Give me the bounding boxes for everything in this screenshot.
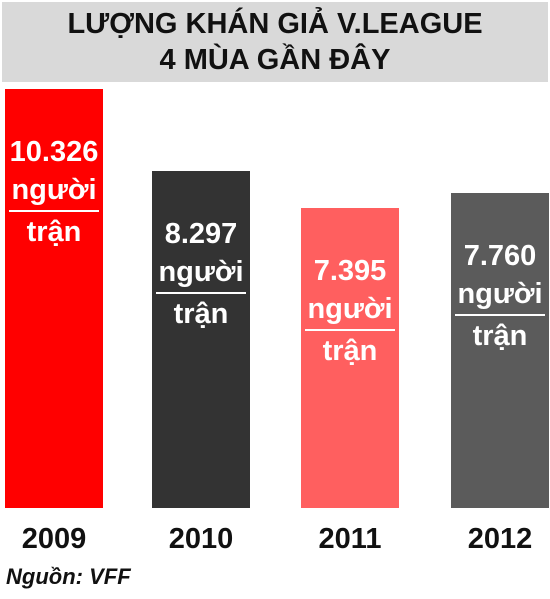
- bar-unit-bottom-label: trận: [27, 216, 82, 248]
- bar: [5, 89, 103, 508]
- x-tick-label: 2010: [169, 523, 234, 555]
- bar-group: 7.760 người trận: [451, 193, 549, 508]
- bar-unit-top-label: người: [307, 293, 392, 325]
- bar-unit-top-label: người: [158, 256, 243, 288]
- x-tick-label: 2012: [468, 523, 533, 555]
- bar-unit-top-label: người: [11, 174, 96, 206]
- bar-value-label: 7.395: [314, 255, 387, 287]
- chart-title-box: LƯỢNG KHÁN GIẢ V.LEAGUE 4 MÙA GẦN ĐÂY: [2, 2, 548, 82]
- bar-unit-bottom-label: trận: [323, 335, 378, 367]
- bar-group: 7.395 người trận: [301, 208, 399, 508]
- bar: [451, 193, 549, 508]
- bar: [152, 171, 250, 508]
- bar-unit-top-label: người: [457, 278, 542, 310]
- bar-group: 8.297 người trận: [152, 171, 250, 508]
- chart-title-line-2: 4 MÙA GẦN ĐÂY: [159, 44, 391, 76]
- bar-group: 10.326 người trận: [5, 89, 103, 508]
- chart-title-line-1: LƯỢNG KHÁN GIẢ V.LEAGUE: [67, 8, 483, 40]
- bar-unit-bottom-label: trận: [473, 320, 528, 352]
- source-note: Nguồn: VFF: [6, 564, 131, 589]
- bar-value-label: 10.326: [10, 136, 99, 168]
- bar-unit-bottom-label: trận: [174, 298, 229, 330]
- bar-value-label: 8.297: [165, 218, 238, 250]
- x-tick-label: 2011: [319, 523, 382, 555]
- x-tick-label: 2009: [22, 523, 87, 555]
- bar: [301, 208, 399, 508]
- bar-chart: 10.326 người trận 2009 8.297 người trận 2010 7.3…: [5, 89, 549, 555]
- bar-value-label: 7.760: [464, 240, 537, 272]
